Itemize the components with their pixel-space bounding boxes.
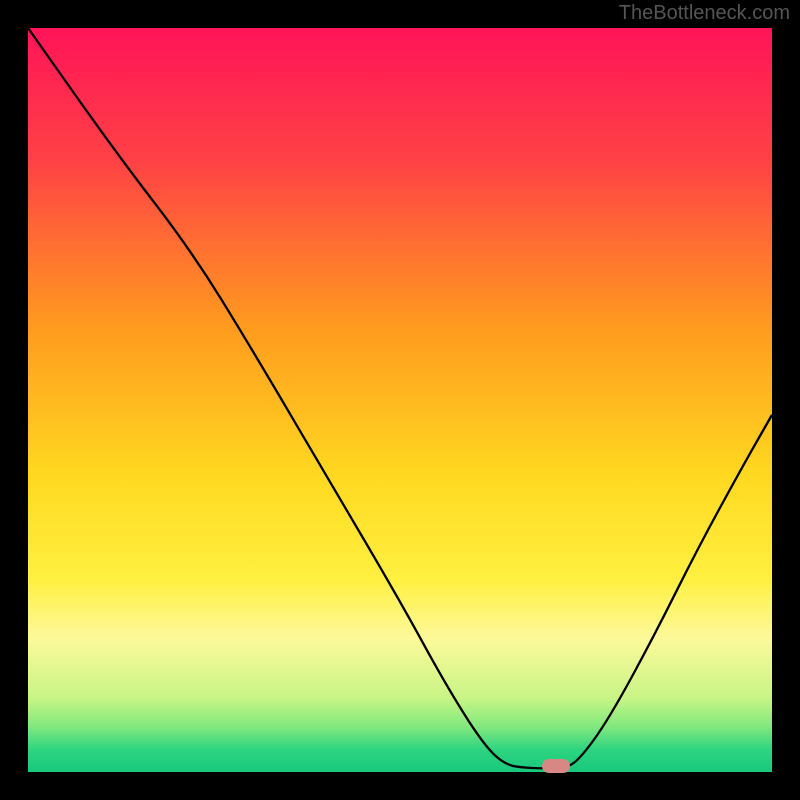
watermark-text: TheBottleneck.com (619, 2, 790, 25)
chart-plot-area (28, 28, 772, 772)
optimal-point-marker (542, 759, 570, 773)
bottleneck-curve (28, 28, 772, 772)
